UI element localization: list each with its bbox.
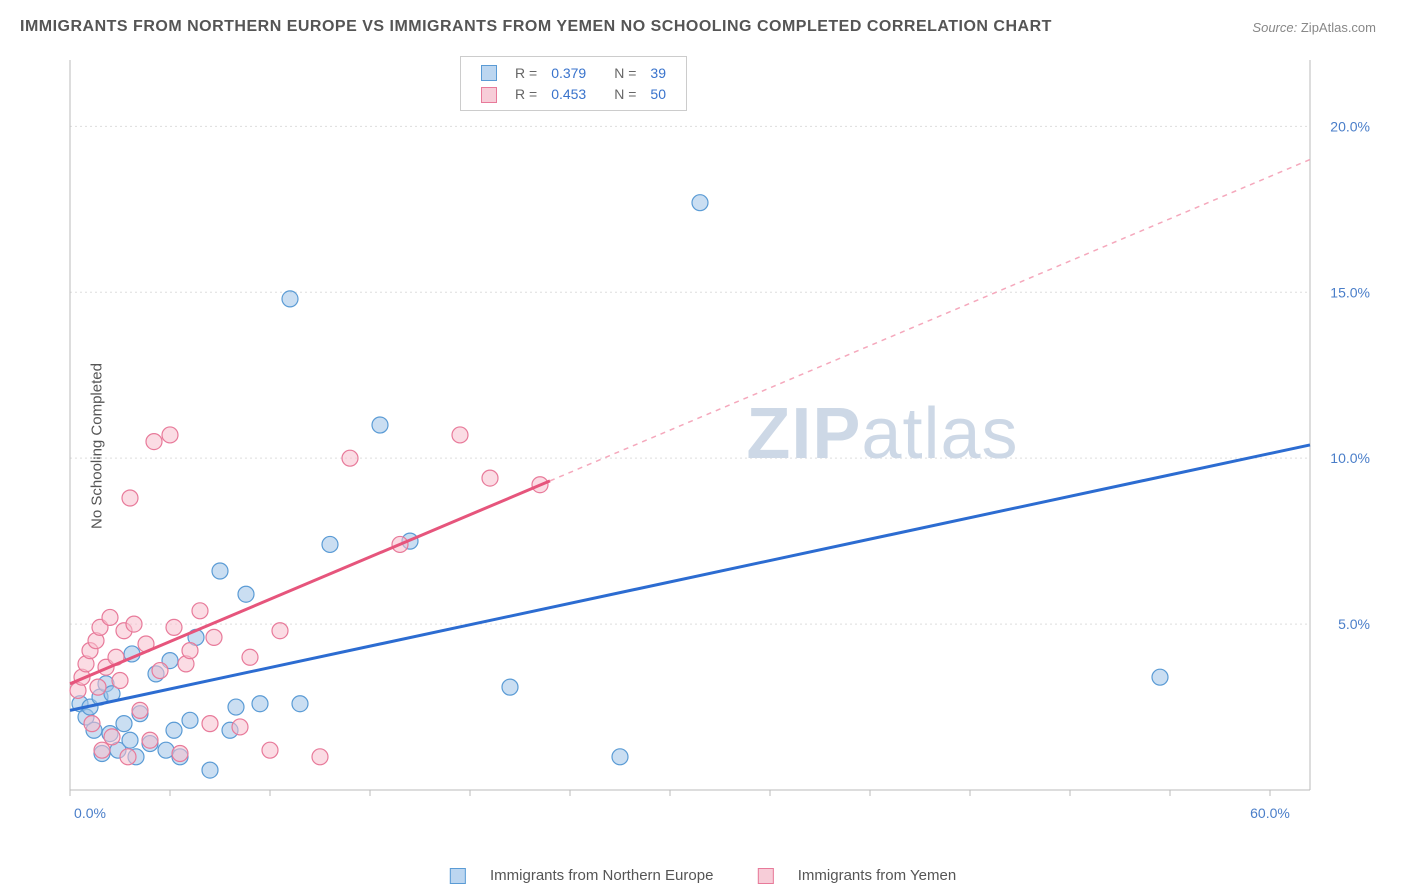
chart-title: IMMIGRANTS FROM NORTHERN EUROPE VS IMMIG…: [20, 18, 1052, 36]
svg-text:10.0%: 10.0%: [1330, 450, 1370, 466]
legend-swatch-cell: [475, 63, 507, 82]
svg-text:60.0%: 60.0%: [1250, 805, 1290, 821]
series-legend: Immigrants from Northern Europe Immigran…: [430, 866, 976, 884]
square-icon: [758, 868, 774, 884]
stats-legend: R = 0.379 N = 39 R = 0.453 N = 50: [460, 56, 687, 111]
n-label: N =: [608, 63, 642, 82]
legend-swatch-cell: [475, 84, 507, 103]
stats-legend-table: R = 0.379 N = 39 R = 0.453 N = 50: [473, 61, 674, 106]
legend-label: Immigrants from Northern Europe: [490, 867, 713, 884]
svg-text:5.0%: 5.0%: [1338, 616, 1370, 632]
square-icon: [450, 868, 466, 884]
r-value: 0.453: [545, 84, 592, 103]
square-icon: [481, 65, 497, 81]
stats-legend-row: R = 0.453 N = 50: [475, 84, 672, 103]
source-value: ZipAtlas.com: [1301, 20, 1376, 35]
source-label: Source:: [1252, 20, 1297, 35]
n-label: N =: [608, 84, 642, 103]
legend-label: Immigrants from Yemen: [798, 867, 956, 884]
r-label: R =: [509, 84, 543, 103]
svg-text:20.0%: 20.0%: [1330, 118, 1370, 134]
stats-legend-row: R = 0.379 N = 39: [475, 63, 672, 82]
plot-area: 5.0%10.0%15.0%20.0%0.0%60.0% ZIPatlas R …: [60, 50, 1380, 830]
scatter-chart: 5.0% 10.0% 15.0% 20.0% 0.0% 60.0%: [60, 50, 1380, 830]
svg-text:0.0%: 0.0%: [74, 805, 106, 821]
source-credit: Source: ZipAtlas.com: [1252, 20, 1376, 35]
r-label: R =: [509, 63, 543, 82]
n-value: 50: [644, 84, 672, 103]
square-icon: [481, 87, 497, 103]
legend-item: Immigrants from Northern Europe: [440, 866, 728, 883]
svg-text:15.0%: 15.0%: [1330, 284, 1370, 300]
legend-item: Immigrants from Yemen: [748, 866, 967, 883]
r-value: 0.379: [545, 63, 592, 82]
n-value: 39: [644, 63, 672, 82]
